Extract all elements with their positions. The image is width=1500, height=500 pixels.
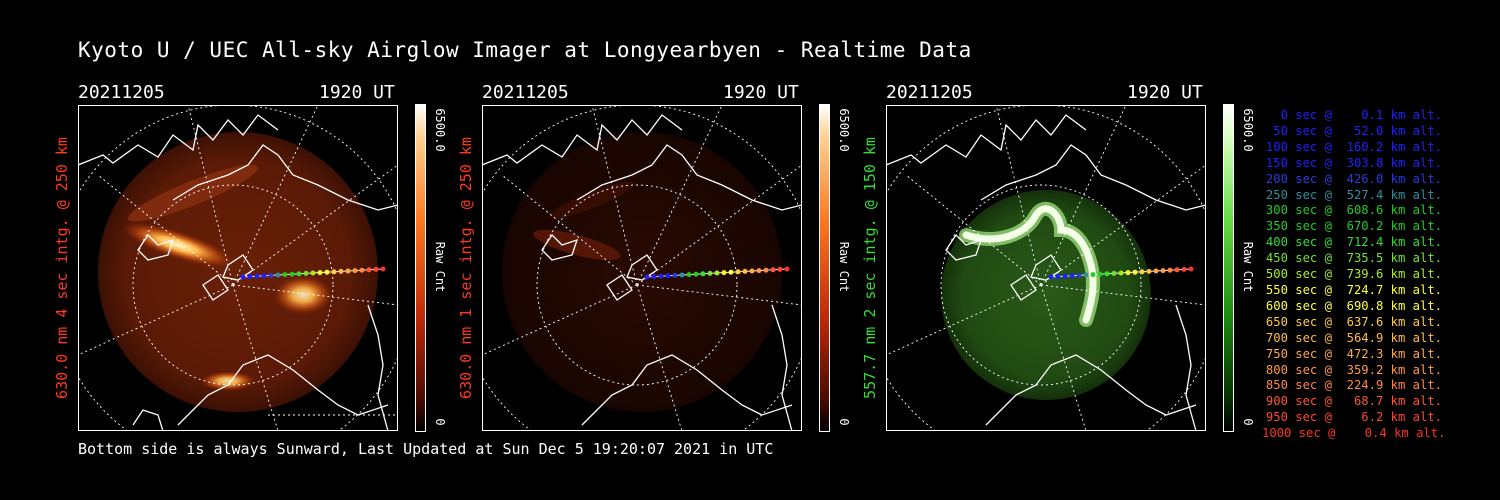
legend-row: 1000 sec @ 0.4 km alt. (1262, 426, 1446, 441)
page-title: Kyoto U / UEC All-sky Airglow Imager at … (78, 38, 972, 62)
allsky-image-green-2sec (886, 105, 1206, 431)
colorbar (819, 104, 830, 432)
panel-time: 1920 UT (1127, 82, 1203, 103)
legend-row: 300 sec @ 608.6 km alt. (1265, 203, 1442, 218)
legend-row: 250 sec @ 527.4 km alt. (1265, 187, 1442, 202)
colorbar-max: 6500.0 (837, 108, 851, 152)
colorbar-label: Raw Cnt (1241, 241, 1255, 293)
legend-row: 850 sec @ 224.9 km alt. (1265, 378, 1442, 393)
panel-date: 20211205 (78, 82, 165, 103)
colorbar-min: 0 (1241, 418, 1255, 426)
legend-row: 350 sec @ 670.2 km alt. (1265, 219, 1442, 234)
legend-row: 150 sec @ 303.8 km alt. (1265, 155, 1442, 170)
panel-630nm-1sec: 20211205 1920 UT 630.0 nm 1 sec intg. @ … (457, 82, 872, 432)
legend-row: 950 sec @ 6.2 km alt. (1265, 410, 1442, 425)
legend-row: 600 sec @ 690.8 km alt. (1265, 298, 1442, 313)
allsky-image-red-4sec (78, 105, 398, 431)
colorbar-max: 6500.0 (433, 108, 447, 152)
legend-row: 200 sec @ 426.0 km alt. (1265, 171, 1442, 186)
colorbar-max: 6500.0 (1241, 108, 1255, 152)
colorbar-min: 0 (837, 418, 851, 426)
legend-row: 500 sec @ 739.6 km alt. (1265, 267, 1442, 282)
colorbar-min: 0 (433, 418, 447, 426)
panel-ylabel: 630.0 nm 1 sec intg. @ 250 km (457, 137, 475, 399)
colorbar (415, 104, 426, 432)
legend-row: 750 sec @ 472.3 km alt. (1265, 346, 1442, 361)
legend-row: 800 sec @ 359.2 km alt. (1265, 362, 1442, 377)
legend-row: 900 sec @ 68.7 km alt. (1265, 394, 1442, 409)
colorbar (1223, 104, 1234, 432)
panel-630nm-4sec: 20211205 1920 UT 630.0 nm 4 sec intg. @ … (53, 82, 468, 432)
panel-time: 1920 UT (723, 82, 799, 103)
legend-row: 100 sec @ 160.2 km alt. (1265, 139, 1442, 154)
colorbar-label: Raw Cnt (433, 241, 447, 293)
colorbar-label: Raw Cnt (837, 241, 851, 293)
legend-row: 700 sec @ 564.9 km alt. (1265, 330, 1442, 345)
legend-row: 400 sec @ 712.4 km alt. (1265, 235, 1442, 250)
allsky-image-red-1sec (482, 105, 802, 431)
legend-row: 50 sec @ 52.0 km alt. (1273, 123, 1442, 138)
panel-date: 20211205 (482, 82, 569, 103)
altitude-legend: 0 sec @ 0.1 km alt. 50 sec @ 52.0 km alt… (1262, 108, 1446, 442)
panel-557nm-2sec: 20211205 1920 UT 557.7 nm 2 sec intg. @ … (861, 82, 1276, 432)
legend-row: 0 sec @ 0.1 km alt. (1280, 108, 1442, 122)
footer-note: Bottom side is always Sunward, Last Upda… (78, 440, 774, 458)
panel-time: 1920 UT (319, 82, 395, 103)
panel-date: 20211205 (886, 82, 973, 103)
legend-row: 550 sec @ 724.7 km alt. (1265, 282, 1442, 297)
panel-ylabel: 630.0 nm 4 sec intg. @ 250 km (53, 137, 71, 399)
legend-row: 650 sec @ 637.6 km alt. (1265, 314, 1442, 329)
legend-row: 450 sec @ 735.5 km alt. (1265, 251, 1442, 266)
panel-ylabel: 557.7 nm 2 sec intg. @ 150 km (861, 137, 879, 399)
